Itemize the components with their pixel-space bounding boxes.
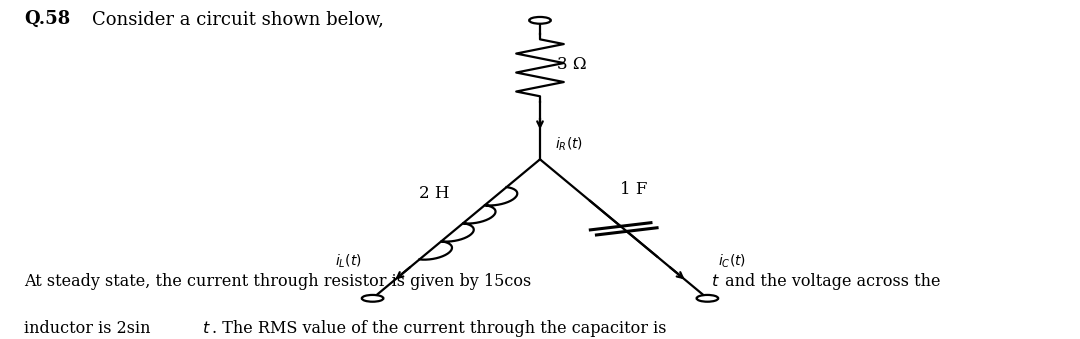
Circle shape <box>697 295 718 302</box>
Text: inductor is 2sin: inductor is 2sin <box>24 320 150 337</box>
Text: and the voltage across the: and the voltage across the <box>720 273 941 290</box>
Text: Consider a circuit shown below,: Consider a circuit shown below, <box>92 10 383 28</box>
Text: 1 F: 1 F <box>620 181 648 198</box>
Text: At steady state, the current through resistor is given by 15cos: At steady state, the current through res… <box>24 273 531 290</box>
Text: $i_C(t)$: $i_C(t)$ <box>718 252 746 270</box>
Circle shape <box>362 295 383 302</box>
Text: 3 Ω: 3 Ω <box>557 56 586 73</box>
Text: $i_R(t)$: $i_R(t)$ <box>555 136 583 153</box>
Text: $t$: $t$ <box>202 320 211 337</box>
Circle shape <box>529 17 551 24</box>
Text: $i_L(t)$: $i_L(t)$ <box>335 252 362 270</box>
Text: . The RMS value of the current through the capacitor is: . The RMS value of the current through t… <box>212 320 666 337</box>
Text: 2 H: 2 H <box>419 185 449 202</box>
Text: $t$: $t$ <box>711 273 719 290</box>
Text: Q.58: Q.58 <box>24 10 70 28</box>
